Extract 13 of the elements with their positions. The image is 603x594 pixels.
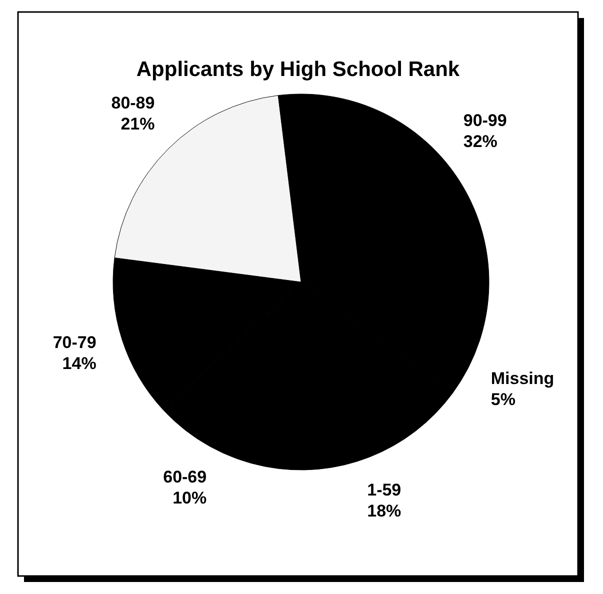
slice-label: 60-69	[163, 467, 207, 486]
slice-label: 70-79	[52, 333, 96, 352]
slice-label: 80-89	[111, 94, 155, 113]
data-label: 10%	[172, 488, 207, 508]
data-label: 32%	[463, 132, 498, 152]
data-label: 5%	[490, 390, 516, 409]
data-label: 18%	[367, 502, 402, 521]
chart-title: Applicants by High School Rank	[136, 58, 460, 81]
slice-label: 1-59	[367, 480, 402, 500]
data-label: 14%	[62, 354, 96, 374]
slice-label: 90-99	[463, 111, 507, 130]
data-label: 21%	[120, 114, 155, 134]
slice-label: Missing	[490, 368, 554, 388]
